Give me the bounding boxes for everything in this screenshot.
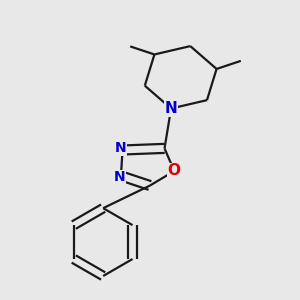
- Text: N: N: [165, 101, 178, 116]
- Text: N: N: [115, 141, 127, 155]
- Text: O: O: [168, 164, 181, 178]
- Text: N: N: [113, 170, 125, 184]
